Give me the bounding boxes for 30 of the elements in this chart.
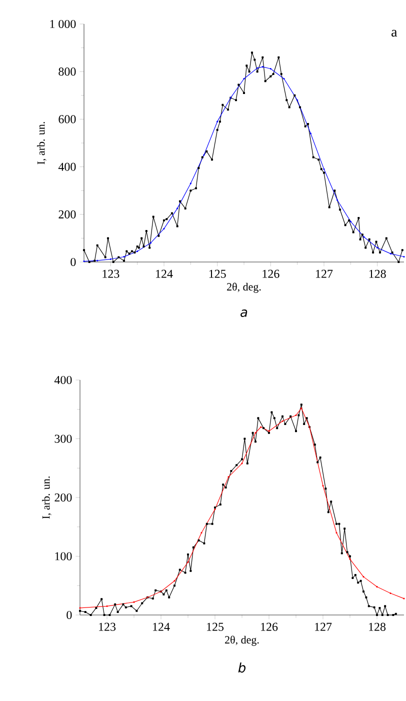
- y-tick-label: 200: [54, 493, 72, 502]
- x-tick-label: 127: [316, 270, 333, 278]
- y-axis-title: I, arb. un.: [42, 476, 52, 519]
- y-tick-label: 0: [70, 258, 76, 266]
- text: a: [240, 310, 248, 317]
- x-tick-label: 125: [209, 270, 226, 278]
- x-tick-label: 127: [315, 622, 332, 631]
- y-tick-label: 400: [54, 376, 72, 384]
- x-tick-label: 123: [99, 622, 116, 631]
- y-tick-label: 200: [58, 210, 76, 218]
- y-tick-label: 800: [58, 68, 76, 76]
- x-tick-label: 128: [369, 622, 386, 631]
- x-tick-label: 124: [153, 622, 170, 631]
- x-tick-label: 125: [207, 622, 224, 631]
- text: b: [238, 662, 246, 673]
- y-tick-label: 1 000: [50, 20, 76, 28]
- x-tick-label: 126: [262, 270, 280, 278]
- x-tick-label: 128: [369, 270, 386, 278]
- x-tick-label: 123: [102, 270, 120, 278]
- y-tick-label: 600: [58, 115, 76, 124]
- y-tick-label: 100: [55, 552, 72, 560]
- y-tick-label: 400: [58, 162, 76, 171]
- x-tick-label: 126: [261, 622, 278, 631]
- y-tick-label: 300: [54, 434, 72, 443]
- x-axis-title: 2θ, deg.: [225, 636, 259, 646]
- y-tick-label: 0: [66, 610, 72, 620]
- x-axis-title: 2θ, deg.: [227, 282, 261, 293]
- y-axis-title: I, arb. un.: [37, 122, 46, 164]
- annotation: a: [392, 30, 398, 37]
- x-tick-label: 124: [156, 270, 173, 278]
